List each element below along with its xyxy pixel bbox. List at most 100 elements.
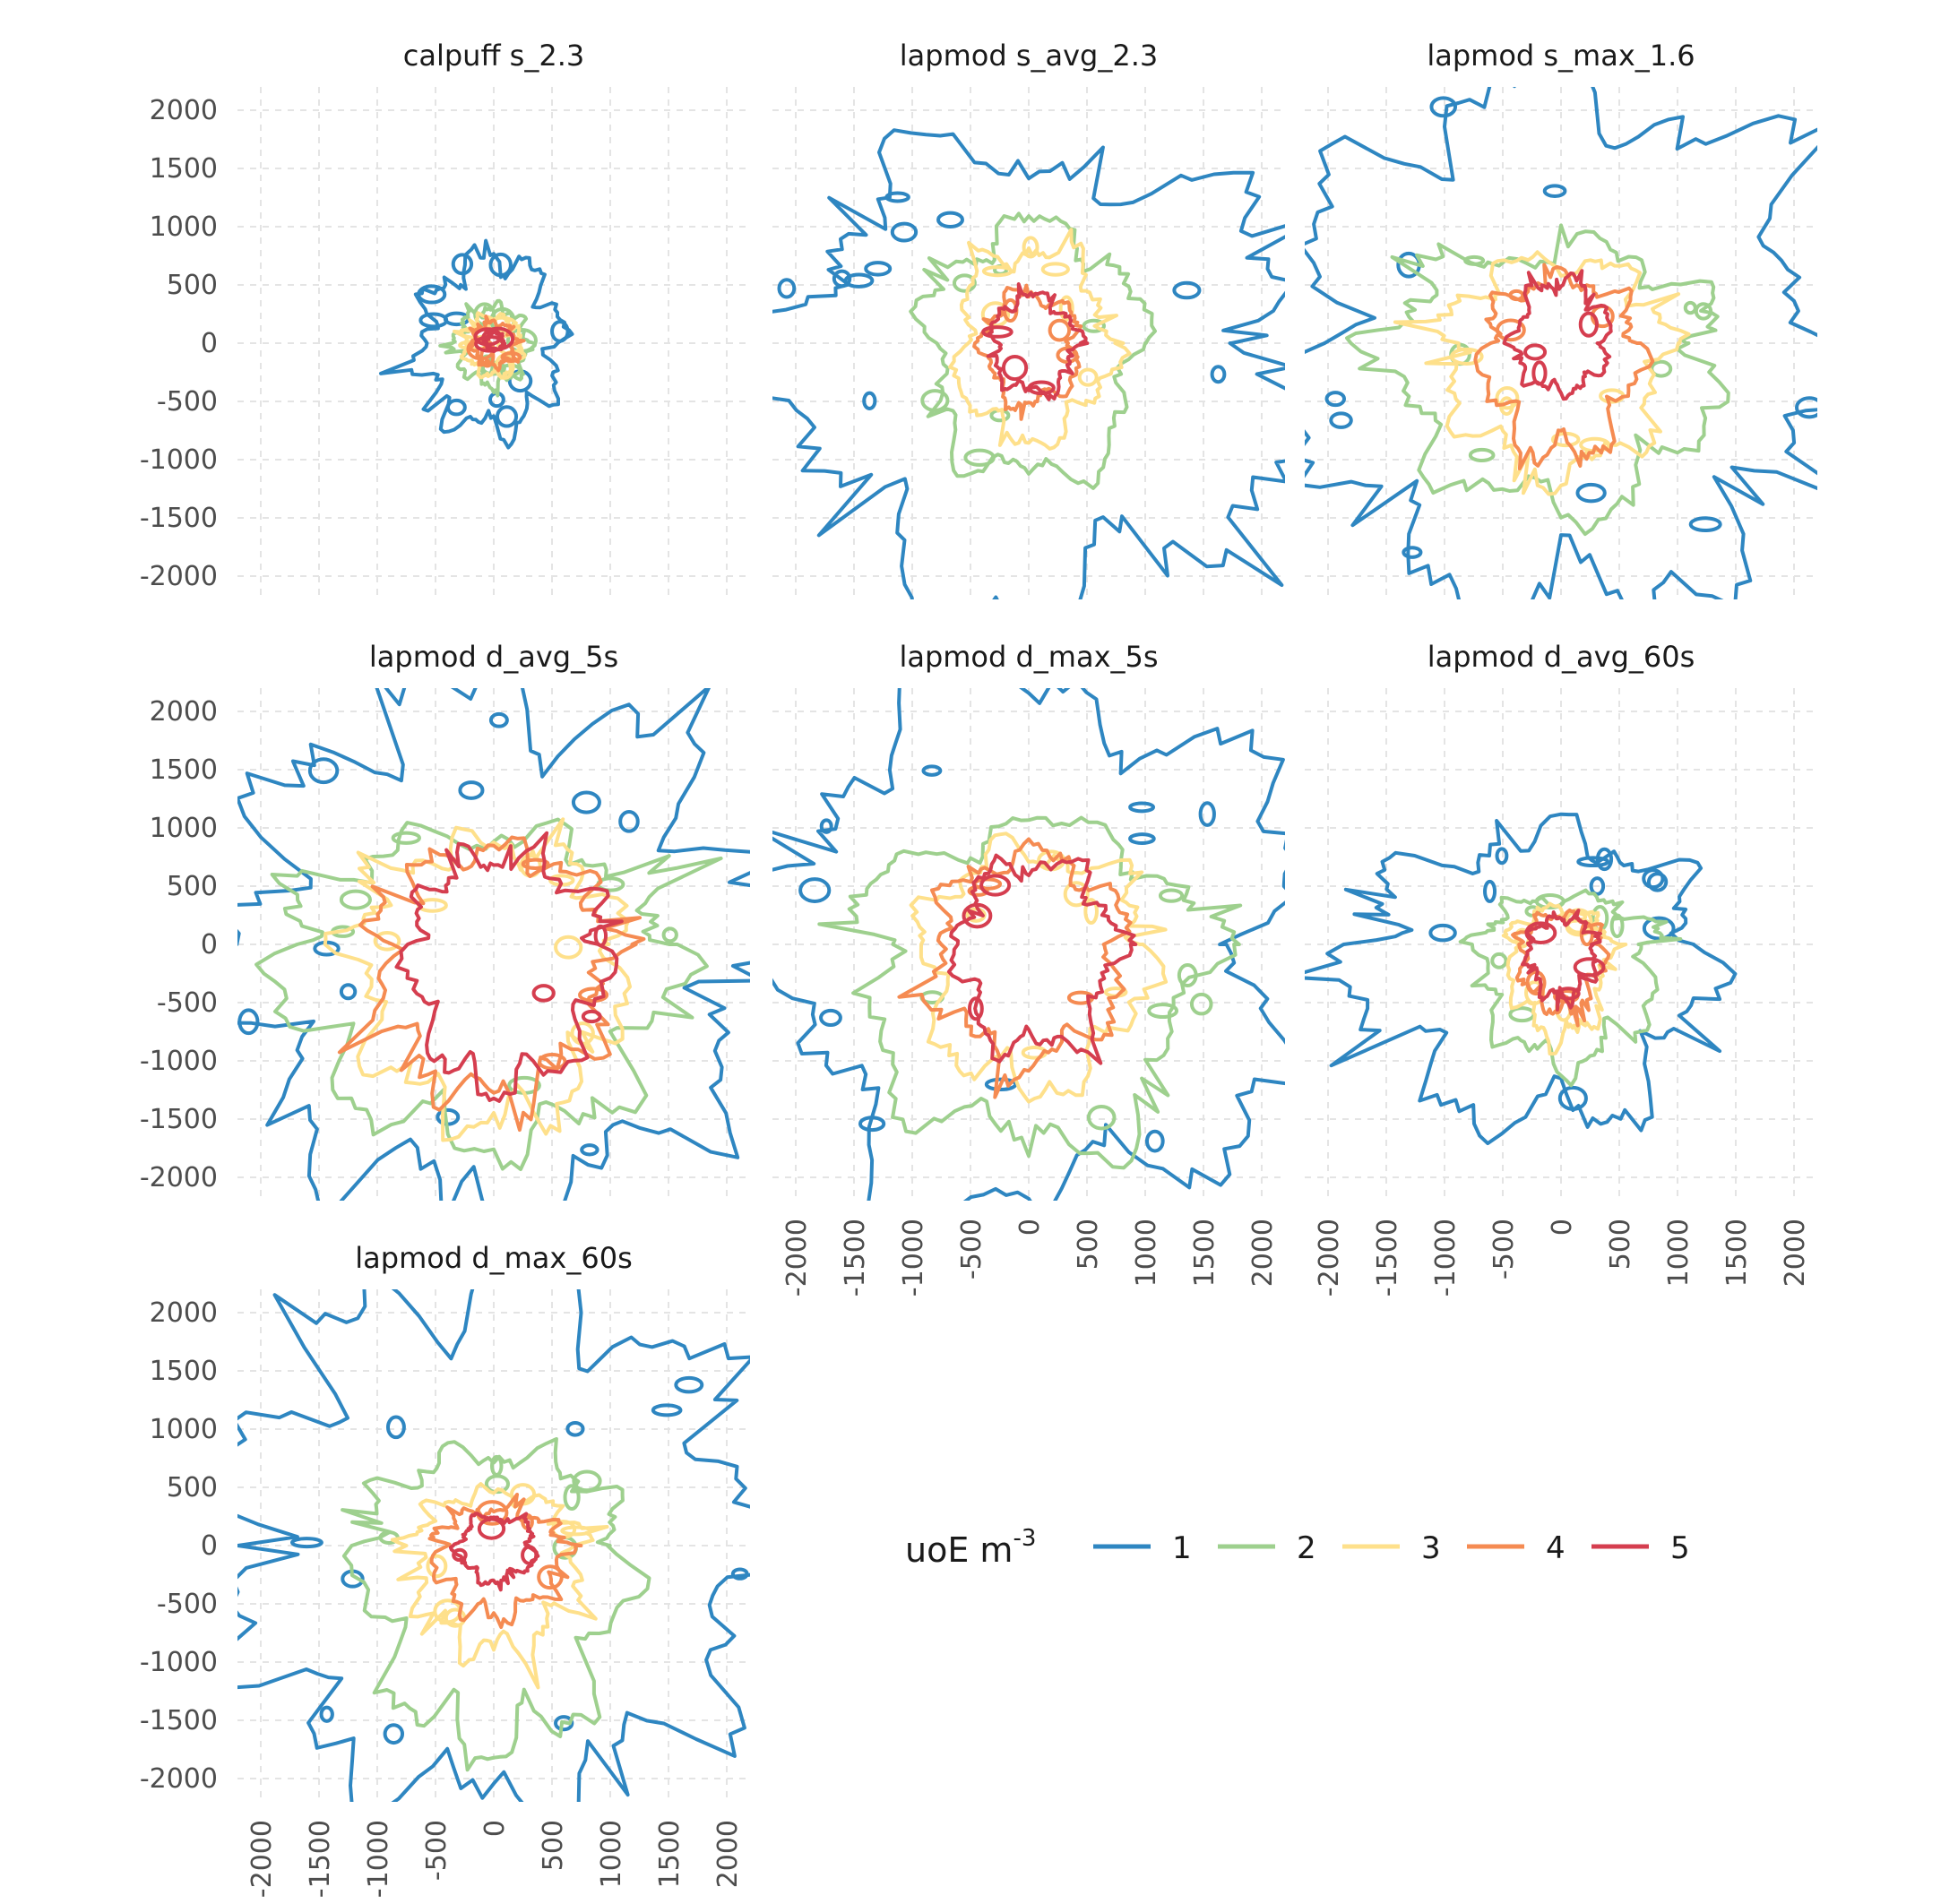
contour-island-level-1 bbox=[618, 810, 640, 833]
y-tick-label: -1500 bbox=[140, 1705, 218, 1736]
contour-level-3 bbox=[390, 1482, 609, 1690]
contour-island-level-2 bbox=[661, 926, 678, 943]
contour-island-level-3 bbox=[981, 265, 1014, 278]
contour-island-level-1 bbox=[451, 253, 474, 276]
x-tick-label: -500 bbox=[956, 1219, 988, 1279]
y-tick-label: -1000 bbox=[140, 444, 218, 476]
contour-island-level-1 bbox=[1642, 916, 1676, 941]
contour-island-level-1 bbox=[862, 391, 877, 411]
panel-1: calpuff s_2.3 -2000 -1500 -1000 -500 0 500 1000… bbox=[140, 39, 750, 599]
contour-island-level-5 bbox=[1524, 921, 1557, 944]
contour-island-level-2 bbox=[1490, 952, 1508, 969]
contour-island-level-1 bbox=[550, 320, 570, 343]
y-tick-label: -1000 bbox=[140, 1046, 218, 1077]
x-tick-label: 1500 bbox=[654, 1820, 686, 1888]
x-tick-label: 0 bbox=[1014, 1219, 1046, 1236]
contour-island-level-5 bbox=[962, 902, 993, 929]
contour-island-level-1 bbox=[1557, 1085, 1588, 1111]
contour-level-1 bbox=[237, 1289, 750, 1802]
panel-title: lapmod s_max_1.6 bbox=[1427, 39, 1695, 73]
x-tick-label: -2000 bbox=[246, 1820, 278, 1898]
contour-island-level-5 bbox=[474, 334, 505, 353]
y-tick-label: -1500 bbox=[140, 503, 218, 534]
contour-island-level-2 bbox=[339, 889, 372, 910]
contour-island-level-1 bbox=[1128, 801, 1156, 814]
contour-island-level-3 bbox=[560, 1525, 593, 1537]
contour-island-level-2 bbox=[1508, 1006, 1536, 1023]
x-tick-label: -500 bbox=[1488, 1219, 1520, 1279]
contour-level-1 bbox=[237, 688, 750, 1201]
contour-island-level-3 bbox=[1495, 385, 1520, 410]
legend-label: 3 bbox=[1421, 1530, 1441, 1566]
x-tick-label: -1000 bbox=[1430, 1219, 1462, 1297]
contour-island-level-3 bbox=[554, 935, 583, 960]
panel-4: lapmod d_avg_5s -2000 -1500 -1000 -500 0 500 10… bbox=[140, 640, 750, 1201]
y-tick-label: 1500 bbox=[150, 1356, 218, 1387]
x-tick-label: 1500 bbox=[1721, 1219, 1753, 1287]
contour-level-2 bbox=[1458, 888, 1683, 1088]
contour-level-1 bbox=[772, 688, 1285, 1201]
contour-island-level-3 bbox=[1040, 262, 1070, 277]
contour-island-level-1 bbox=[832, 269, 852, 289]
contour-island-level-3 bbox=[1022, 236, 1039, 259]
y-tick-label: -500 bbox=[157, 987, 218, 1019]
contour-island-level-1 bbox=[1642, 868, 1665, 890]
contour-level-5 bbox=[448, 1512, 540, 1592]
panel-7: lapmod d_max_60s -2000 -1500 -1000 -500 0 500 1… bbox=[140, 1241, 750, 1898]
contour-island-level-1 bbox=[496, 405, 519, 428]
legend-label: 1 bbox=[1172, 1530, 1192, 1566]
contour-island-level-5 bbox=[1578, 311, 1600, 338]
legend-title: uoE m-3 bbox=[905, 1525, 1036, 1570]
x-tick-label: 2000 bbox=[712, 1820, 744, 1888]
y-tick-label: -1500 bbox=[140, 1104, 218, 1135]
contour-island-level-1 bbox=[554, 1715, 574, 1732]
y-tick-label: 1000 bbox=[150, 813, 218, 844]
contour-level-2 bbox=[1345, 223, 1730, 537]
panel-title: lapmod d_avg_60s bbox=[1428, 640, 1695, 674]
contours bbox=[772, 128, 1285, 599]
y-tick-label: 500 bbox=[167, 871, 218, 902]
grid bbox=[237, 87, 750, 599]
x-tick-label: 500 bbox=[538, 1820, 569, 1871]
contour-island-level-1 bbox=[1595, 847, 1614, 872]
x-tick-label: -1500 bbox=[1372, 1219, 1403, 1297]
contour-island-level-1 bbox=[565, 1420, 585, 1437]
contour-island-level-1 bbox=[1172, 280, 1202, 300]
contour-island-level-5 bbox=[452, 1547, 468, 1563]
contour-island-level-1 bbox=[1128, 832, 1156, 845]
contour-island-level-1 bbox=[1210, 365, 1227, 384]
contour-island-level-1 bbox=[674, 1375, 704, 1394]
contour-level-4 bbox=[337, 835, 646, 1133]
x-tick-label: -2000 bbox=[781, 1219, 813, 1297]
contour-island-level-5 bbox=[581, 1009, 602, 1024]
y-tick-label: 2000 bbox=[150, 696, 218, 728]
legend-label: 2 bbox=[1297, 1530, 1316, 1566]
contour-level-3 bbox=[948, 228, 1132, 451]
contour-island-level-5 bbox=[981, 325, 1014, 339]
legend-item-3: 3 bbox=[1342, 1530, 1441, 1566]
legend-title-superscript: -3 bbox=[1013, 1525, 1036, 1552]
contour-island-level-1 bbox=[1198, 801, 1216, 827]
legend-item-5: 5 bbox=[1591, 1530, 1690, 1566]
x-tick-label: -1500 bbox=[305, 1820, 336, 1898]
y-tick-label: -500 bbox=[157, 386, 218, 418]
contour-level-1 bbox=[1305, 812, 1738, 1146]
contour-island-level-1 bbox=[1324, 391, 1347, 408]
contour-island-level-2 bbox=[1158, 888, 1185, 903]
contour-island-level-1 bbox=[858, 1116, 886, 1133]
contour-level-3 bbox=[323, 817, 632, 1142]
contour-island-level-1 bbox=[819, 1008, 842, 1027]
contour-island-level-3 bbox=[1449, 347, 1484, 366]
contour-level-5 bbox=[1521, 909, 1602, 1012]
contour-island-level-1 bbox=[383, 1723, 405, 1745]
contour-island-level-2 bbox=[563, 1484, 581, 1511]
contour-island-level-1 bbox=[1576, 856, 1610, 868]
contour-level-3 bbox=[909, 831, 1169, 1104]
contour-island-level-1 bbox=[984, 1077, 1018, 1091]
x-axis: -2000 -1500 -1000 -500 0 500 1000 1500 2000 bbox=[1314, 1219, 1811, 1297]
contours bbox=[1305, 812, 1738, 1146]
contour-island-level-2 bbox=[1189, 992, 1213, 1016]
contour-island-level-2 bbox=[1609, 913, 1625, 939]
x-tick-label: 1000 bbox=[1131, 1219, 1162, 1287]
contour-island-level-2 bbox=[391, 831, 421, 845]
